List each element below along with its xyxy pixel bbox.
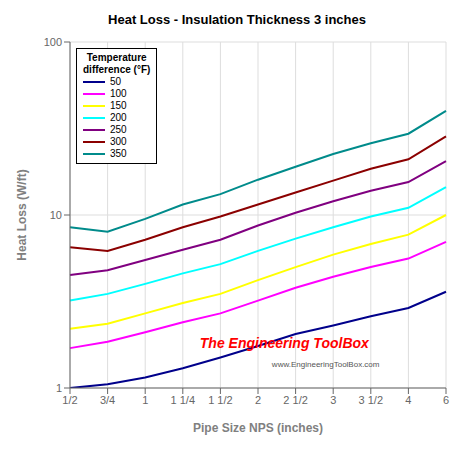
html-text:350: 350 [110,148,127,159]
svg-text:10: 10 [50,209,62,221]
svg-text:3: 3 [330,394,336,406]
html-text:100: 100 [110,88,127,99]
svg-text:100: 100 [44,36,62,48]
html-text:300: 300 [110,136,127,147]
svg-text:1 1/4: 1 1/4 [171,394,195,406]
svg-text:1: 1 [142,394,148,406]
html-text:The Engineering ToolBox: The Engineering ToolBox [199,335,369,351]
html-text:250: 250 [110,124,127,135]
svg-text:1/2: 1/2 [62,394,77,406]
svg-text:4: 4 [405,394,411,406]
html-text:150: 150 [110,100,127,111]
svg-text:3 1/2: 3 1/2 [359,394,383,406]
html-text:Temperature: Temperature [86,52,147,63]
svg-text:6: 6 [443,394,449,406]
svg-text:1: 1 [56,382,62,394]
svg-text:Heat Loss (W/ft): Heat Loss (W/ft) [15,169,29,260]
svg-text:3/4: 3/4 [100,394,115,406]
html-text:50: 50 [110,76,122,87]
svg-text:2 1/2: 2 1/2 [283,394,307,406]
html-text:difference (°F): difference (°F) [83,64,151,75]
html-text:200: 200 [110,112,127,123]
html-text:Heat Loss - Insulation Thickne: Heat Loss - Insulation Thickness 3 inche… [108,12,366,27]
html-text:www.EngineeringToolBox.com: www.EngineeringToolBox.com [271,359,380,369]
svg-text:Pipe Size NPS (inches): Pipe Size NPS (inches) [193,421,323,435]
svg-text:2: 2 [255,394,261,406]
svg-text:1 1/2: 1 1/2 [208,394,232,406]
